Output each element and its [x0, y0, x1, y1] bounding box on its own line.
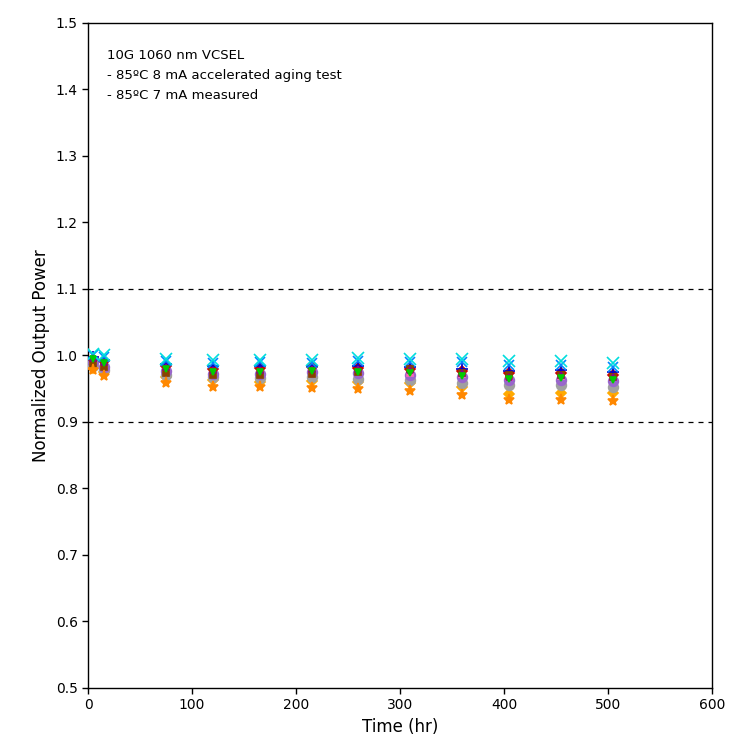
- Y-axis label: Normalized Output Power: Normalized Output Power: [32, 249, 50, 462]
- Text: 10G 1060 nm VCSEL
- 85ºC 8 mA accelerated aging test
- 85ºC 7 mA measured: 10G 1060 nm VCSEL - 85ºC 8 mA accelerate…: [107, 49, 341, 102]
- X-axis label: Time (hr): Time (hr): [362, 718, 438, 736]
